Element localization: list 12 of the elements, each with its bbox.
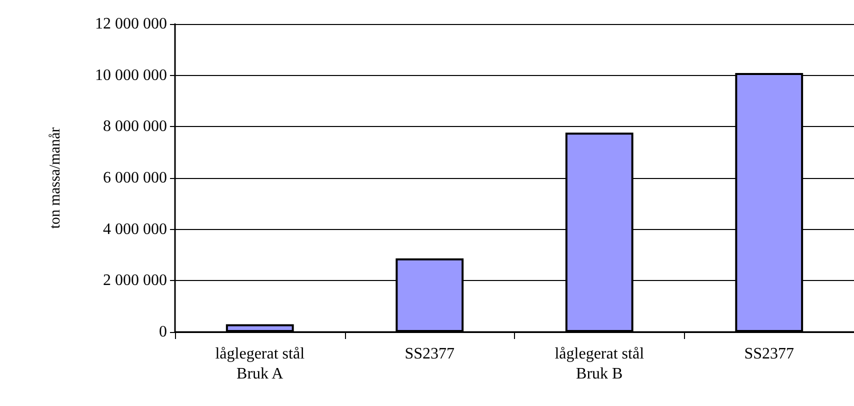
y-tick-label: 8 000 000	[103, 118, 167, 136]
y-tick-label: 6 000 000	[103, 170, 167, 186]
x-tick-label: låglegerat stål Bruk A	[215, 346, 306, 382]
x-tick-label: SS2377	[404, 346, 455, 362]
y-tick-label: 0	[159, 324, 167, 340]
y-tick-label: 10 000 000	[95, 66, 167, 84]
x-tick-label: låglegerat stål Bruk B	[554, 346, 645, 382]
y-axis-title: ton massa/manår	[48, 127, 64, 229]
y-tick-label: 4 000 000	[103, 220, 167, 238]
y-tick-label: 12 000 000	[95, 16, 167, 32]
x-tick-label: SS2377	[744, 346, 794, 362]
y-tick-label: 2 000 000	[103, 272, 167, 290]
